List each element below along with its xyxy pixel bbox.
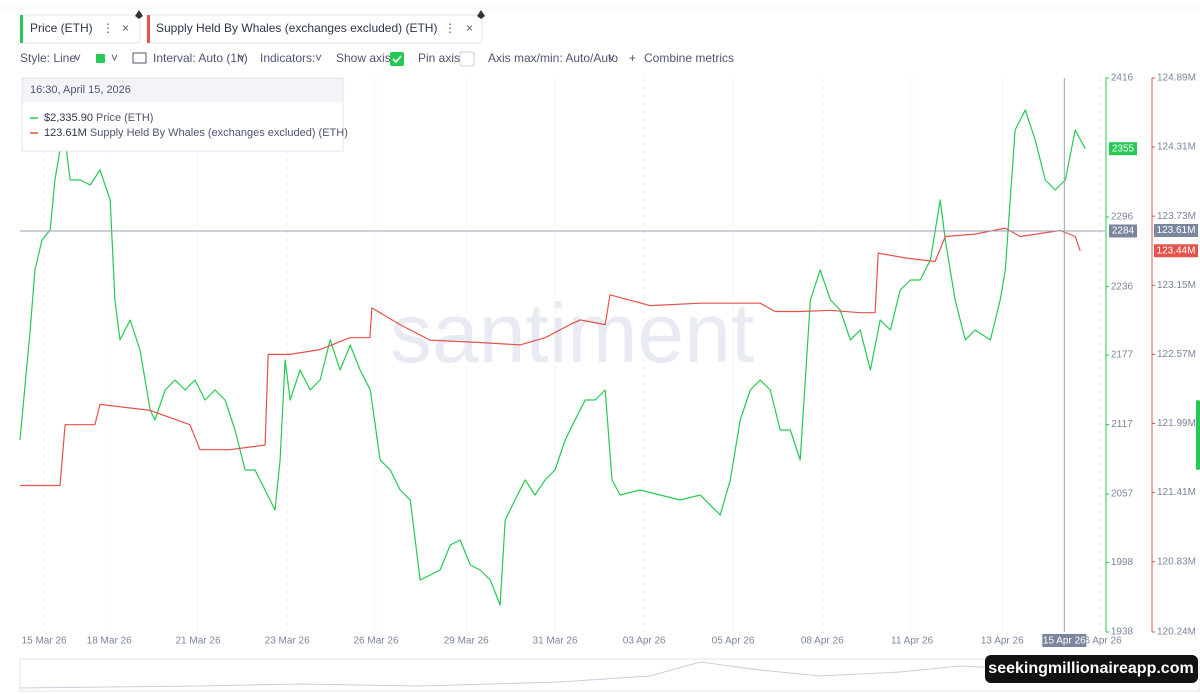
x-tick-label: 13 Apr 26 [981,636,1024,647]
crosshair-y-label: 2284 [1112,226,1135,237]
tab-label[interactable]: Supply Held By Whales (exchanges exclude… [156,21,437,35]
x-tick-label: 15 Mar 26 [22,636,67,647]
plus: + [629,51,636,65]
indicators[interactable]: Indicators: [260,51,315,65]
tab-label[interactable]: Price (ETH) [30,21,93,35]
x-tick-label: 05 Apr 26 [712,636,755,647]
last-y-label: 2355 [1112,143,1135,154]
check [392,55,402,64]
series-line [20,227,1081,487]
show-axis[interactable]: Show axis [336,51,391,65]
y-tick-label: 2296 [1111,212,1134,223]
y-tick-label: 1998 [1111,557,1134,568]
crosshair-x-label: 15 Apr 26 [1043,636,1086,647]
style-select[interactable]: Style: Line [20,51,76,65]
eth-icon [477,10,485,19]
chevron: ˅ [74,51,81,65]
interval-icon [132,52,147,64]
x-tick-label: 08 Apr 26 [801,636,844,647]
last-y2-tag [1154,244,1198,258]
navigator-line [19,661,1061,689]
y2-tick-label: 121.99M [1157,418,1196,429]
tab-close[interactable]: × [466,21,473,35]
color-picker[interactable] [96,54,105,63]
interval-select[interactable]: Interval: Auto (1h) [153,51,248,65]
chevron: ˅ [315,51,322,65]
y2-tick-label: 123.73M [1157,211,1196,222]
x-tick-label: 11 Apr 26 [891,636,934,647]
chevron: ˅ [608,51,615,65]
tooltip-value: $2,335.90 Price (ETH) [44,112,153,124]
tab-accent [20,15,23,43]
tooltip-value: $2,335.90 [44,112,93,124]
y2-tick-label: 123.15M [1157,280,1196,291]
tab-accent [147,15,150,43]
y2-tick-label: 124.31M [1157,142,1196,153]
y2-tick-label: 124.89M [1157,73,1196,84]
y-tick-label: 2057 [1111,489,1134,500]
y2-tick-label: 120.83M [1157,556,1196,567]
axis-minmax[interactable]: Axis max/min: Auto/Auto [488,51,618,65]
tooltip-time: 16:30, April 15, 2026 [30,84,131,96]
checkbox[interactable] [459,51,475,67]
chevron: ˅ [111,51,118,65]
y-tick-label: 2236 [1111,281,1134,292]
scroll-handle[interactable] [1196,400,1200,470]
pin-axis[interactable]: Pin axis [418,51,460,65]
x-tick-label: 03 Apr 26 [623,636,666,647]
x-tick-label: 21 Mar 26 [175,636,220,647]
crosshair-y2-label: 123.61M [1157,225,1196,236]
tooltip-header [22,78,343,103]
x-tick-label: 23 Mar 26 [265,636,310,647]
y-tick-label: 2177 [1111,350,1134,361]
x-tick-label: 31 Mar 26 [533,636,578,647]
y2-tick-label: 122.57M [1157,349,1196,360]
tooltip-name: Supply Held By Whales (exchanges exclude… [90,127,348,139]
y-tick-label: 2117 [1111,419,1133,430]
y-tick-label: 2416 [1111,73,1134,84]
combine-metrics[interactable]: Combine metrics [644,51,734,65]
last-y-tag [1109,142,1137,156]
y2-tick-label: 120.24M [1157,627,1196,638]
crosshair-y2-tag [1154,223,1198,237]
crosshair-x-tag [1042,634,1087,647]
tab-menu[interactable]: ⋮ [102,21,114,35]
footer-watermark: seekingmillionaireapp.com [988,660,1193,677]
x-tick-label: 16 Apr 26 [1079,636,1122,647]
tab-close[interactable]: × [122,21,129,35]
y-tick-label: 1938 [1111,627,1134,638]
watermark: santiment [390,286,754,380]
checkbox-checked[interactable] [390,52,404,66]
y2-tick-label: 121.41M [1157,487,1196,498]
tooltip-value: 123.61M Supply Held By Whales (exchanges… [44,127,348,139]
eth-icon [135,10,143,19]
last-y2-label: 123.44M [1157,245,1196,256]
tooltip-value: 123.61M [44,127,87,139]
x-tick-label: 18 Mar 26 [87,636,132,647]
chevron: ˅ [238,51,245,65]
tooltip-name: Price (ETH) [96,112,153,124]
x-tick-label: 26 Mar 26 [354,636,399,647]
x-tick-label: 29 Mar 26 [444,636,489,647]
crosshair-y-tag [1109,224,1137,238]
footer-watermark-bg [985,655,1198,683]
tab-menu[interactable]: ⋮ [444,21,456,35]
series-line [19,109,1086,606]
